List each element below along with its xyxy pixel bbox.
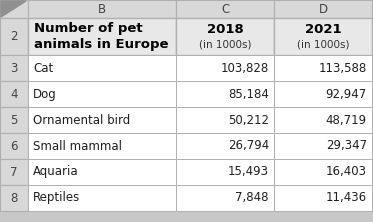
Text: B: B [98,2,106,16]
Bar [0,185,28,211]
Text: 6: 6 [10,139,18,153]
Text: 15,493: 15,493 [228,165,269,178]
Bar [0,107,28,133]
Text: 2021: 2021 [305,23,341,36]
Bar [274,18,372,55]
Bar [274,55,372,81]
Bar [0,0,28,18]
Text: 3: 3 [10,61,18,75]
Bar [274,159,372,185]
Bar [28,159,176,185]
Text: Aquaria: Aquaria [33,165,79,178]
Bar [28,133,176,159]
Text: Ornamental bird: Ornamental bird [33,113,130,127]
Bar [28,0,176,18]
Bar [176,159,274,185]
Text: 2: 2 [10,30,18,43]
Text: (in 1000s): (in 1000s) [297,40,349,50]
Text: Small mammal: Small mammal [33,139,122,153]
Text: 48,719: 48,719 [326,113,367,127]
Text: 2018: 2018 [207,23,243,36]
Text: 29,347: 29,347 [326,139,367,153]
Bar [0,133,28,159]
Bar [0,81,28,107]
Bar [28,107,176,133]
Bar [176,18,274,55]
Bar [28,81,176,107]
Text: Cat: Cat [33,61,53,75]
Text: Reptiles: Reptiles [33,192,80,204]
Text: 4: 4 [10,87,18,101]
Bar [28,185,176,211]
Polygon shape [1,1,26,17]
Text: 5: 5 [10,113,18,127]
Text: 85,184: 85,184 [228,87,269,101]
Bar [176,185,274,211]
Bar [28,55,176,81]
Bar [0,159,28,185]
Text: 50,212: 50,212 [228,113,269,127]
Text: D: D [319,2,327,16]
Text: 103,828: 103,828 [221,61,269,75]
Bar [176,55,274,81]
Bar [176,81,274,107]
Text: (in 1000s): (in 1000s) [199,40,251,50]
Bar [176,133,274,159]
Text: 113,588: 113,588 [319,61,367,75]
Bar [274,185,372,211]
Text: 26,794: 26,794 [228,139,269,153]
Bar [274,0,372,18]
Bar [274,81,372,107]
Text: C: C [221,2,229,16]
Text: 8: 8 [10,192,18,204]
Bar [274,133,372,159]
Bar [0,18,28,55]
Text: 16,403: 16,403 [326,165,367,178]
Bar [0,55,28,81]
Text: Dog: Dog [33,87,57,101]
Text: 7: 7 [10,165,18,178]
Bar [274,107,372,133]
Text: Number of pet
animals in Europe: Number of pet animals in Europe [34,22,169,51]
Bar [176,107,274,133]
Text: 92,947: 92,947 [326,87,367,101]
Text: 7,848: 7,848 [235,192,269,204]
Bar [28,18,176,55]
Bar [176,0,274,18]
Text: 11,436: 11,436 [326,192,367,204]
